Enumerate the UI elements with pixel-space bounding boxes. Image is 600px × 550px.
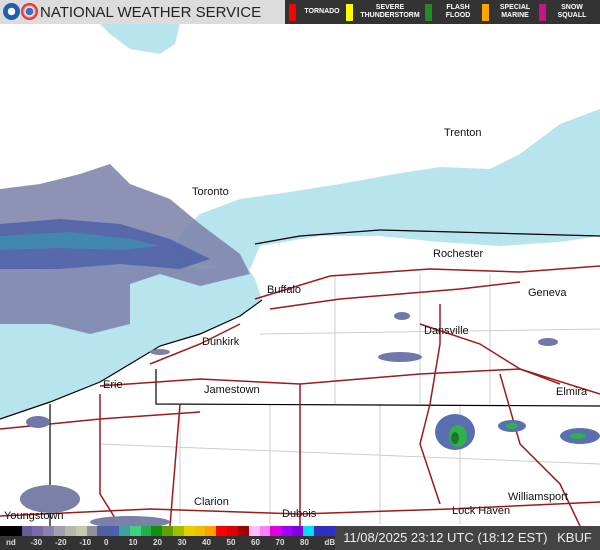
city-label: Clarion (194, 496, 229, 508)
scale-tick: 20 (153, 538, 162, 547)
scale-color (281, 526, 292, 536)
scale-color (129, 526, 141, 536)
city-label: Erie (103, 379, 123, 391)
nws-logo (21, 3, 38, 20)
city-label: Williamsport (508, 491, 568, 503)
warning-flash-flood: FLASH FLOOD (425, 3, 478, 21)
scale-color (118, 526, 130, 536)
warning-label: SPECIAL MARINE (499, 4, 531, 19)
city-label: Buffalo (267, 284, 302, 296)
scale-color (183, 526, 195, 536)
lake-ontario (172, 109, 600, 269)
warning-label: SNOW SQUALL (557, 4, 587, 19)
warning-label: TORNADO (304, 8, 340, 15)
radar-map[interactable] (0, 24, 600, 526)
scale-color (64, 526, 76, 536)
scale-color (227, 526, 238, 536)
warning-snow-squall: SNOW SQUALL (539, 3, 592, 21)
warning-tornado: TORNADO (289, 3, 342, 21)
warning-severe-thunderstorm: SEVERE THUNDERSTORM (346, 3, 421, 21)
timestamp: 11/08/2025 23:12 UTC (18:12 EST) (343, 530, 548, 545)
scale-tick: 60 (251, 538, 260, 547)
scale-color (32, 526, 44, 536)
scale-color (259, 526, 271, 536)
scale-tick: 0 (104, 538, 109, 547)
scale-color (237, 526, 249, 536)
warning-swatch (289, 3, 296, 21)
scale-tick: 40 (202, 538, 211, 547)
scale-tick: -20 (55, 538, 67, 547)
warning-swatch (539, 3, 546, 21)
warning-swatch (482, 3, 489, 21)
scale-color (97, 526, 109, 536)
warning-swatch (346, 3, 353, 21)
scale-color (205, 526, 217, 536)
noaa-logo (3, 3, 20, 20)
scale-color (324, 526, 336, 536)
scale-tick: 10 (128, 538, 138, 547)
warning-legend: TORNADO SEVERE THUNDERSTORM FLASH FLOOD SPE… (285, 0, 600, 24)
city-label: Toronto (192, 186, 229, 198)
scale-color (291, 526, 303, 536)
city-label: Lock Haven (452, 505, 511, 517)
warning-special-marine: SPECIAL MARINE (482, 3, 535, 21)
scale-tick: -10 (79, 538, 92, 547)
scale-color (43, 526, 55, 536)
city-label: Dansville (424, 325, 469, 337)
scale-color (21, 526, 33, 536)
scale-color (140, 526, 152, 536)
scale-color (54, 526, 65, 536)
station-id: KBUF (557, 530, 592, 545)
city-label: Geneva (528, 287, 567, 299)
scale-tick: 30 (177, 538, 187, 547)
scale-color (173, 526, 184, 536)
scale-color (216, 526, 228, 536)
county-lines (99, 274, 600, 524)
city-label: Youngstown (4, 510, 64, 522)
city-label: Elmira (556, 386, 588, 398)
city-label: Trenton (444, 127, 482, 139)
scale-color (10, 526, 22, 536)
timestamp-bar: 11/08/2025 23:12 UTC (18:12 EST) KBUF (335, 526, 600, 550)
warning-swatch (425, 3, 432, 21)
scale-tick: 50 (226, 538, 236, 547)
warning-label: SEVERE THUNDERSTORM (360, 4, 420, 19)
scale-tick: nd (6, 538, 16, 547)
scale-color (194, 526, 206, 536)
lake-simcoe-georgian (100, 24, 180, 54)
city-label: Dubois (282, 508, 317, 520)
scale-color (151, 526, 163, 536)
page-title: NATIONAL WEATHER SERVICE (40, 4, 262, 21)
scale-color (0, 526, 11, 536)
scale-color (248, 526, 260, 536)
scale-tick: 80 (300, 538, 309, 547)
scale-color (302, 526, 314, 536)
scale-color (270, 526, 282, 536)
scale-color (75, 526, 87, 536)
scale-color (86, 526, 98, 536)
city-label: Jamestown (204, 384, 260, 396)
state-lines (0, 229, 600, 526)
scale-color (162, 526, 173, 536)
scale-tick: -30 (30, 538, 43, 547)
scale-color (313, 526, 325, 536)
city-label: Dunkirk (202, 336, 240, 348)
reflectivity-scale: nd -30 -20 -10 0 10 20 30 40 50 60 70 80 dBZ (0, 526, 340, 550)
radar-echoes (0, 164, 600, 526)
roads (0, 265, 600, 526)
scale-tick: dBZ (324, 538, 341, 547)
scale-color (108, 526, 119, 536)
city-label: Rochester (433, 248, 484, 260)
warning-label: FLASH FLOOD (445, 4, 471, 19)
scale-tick: 70 (275, 538, 285, 547)
